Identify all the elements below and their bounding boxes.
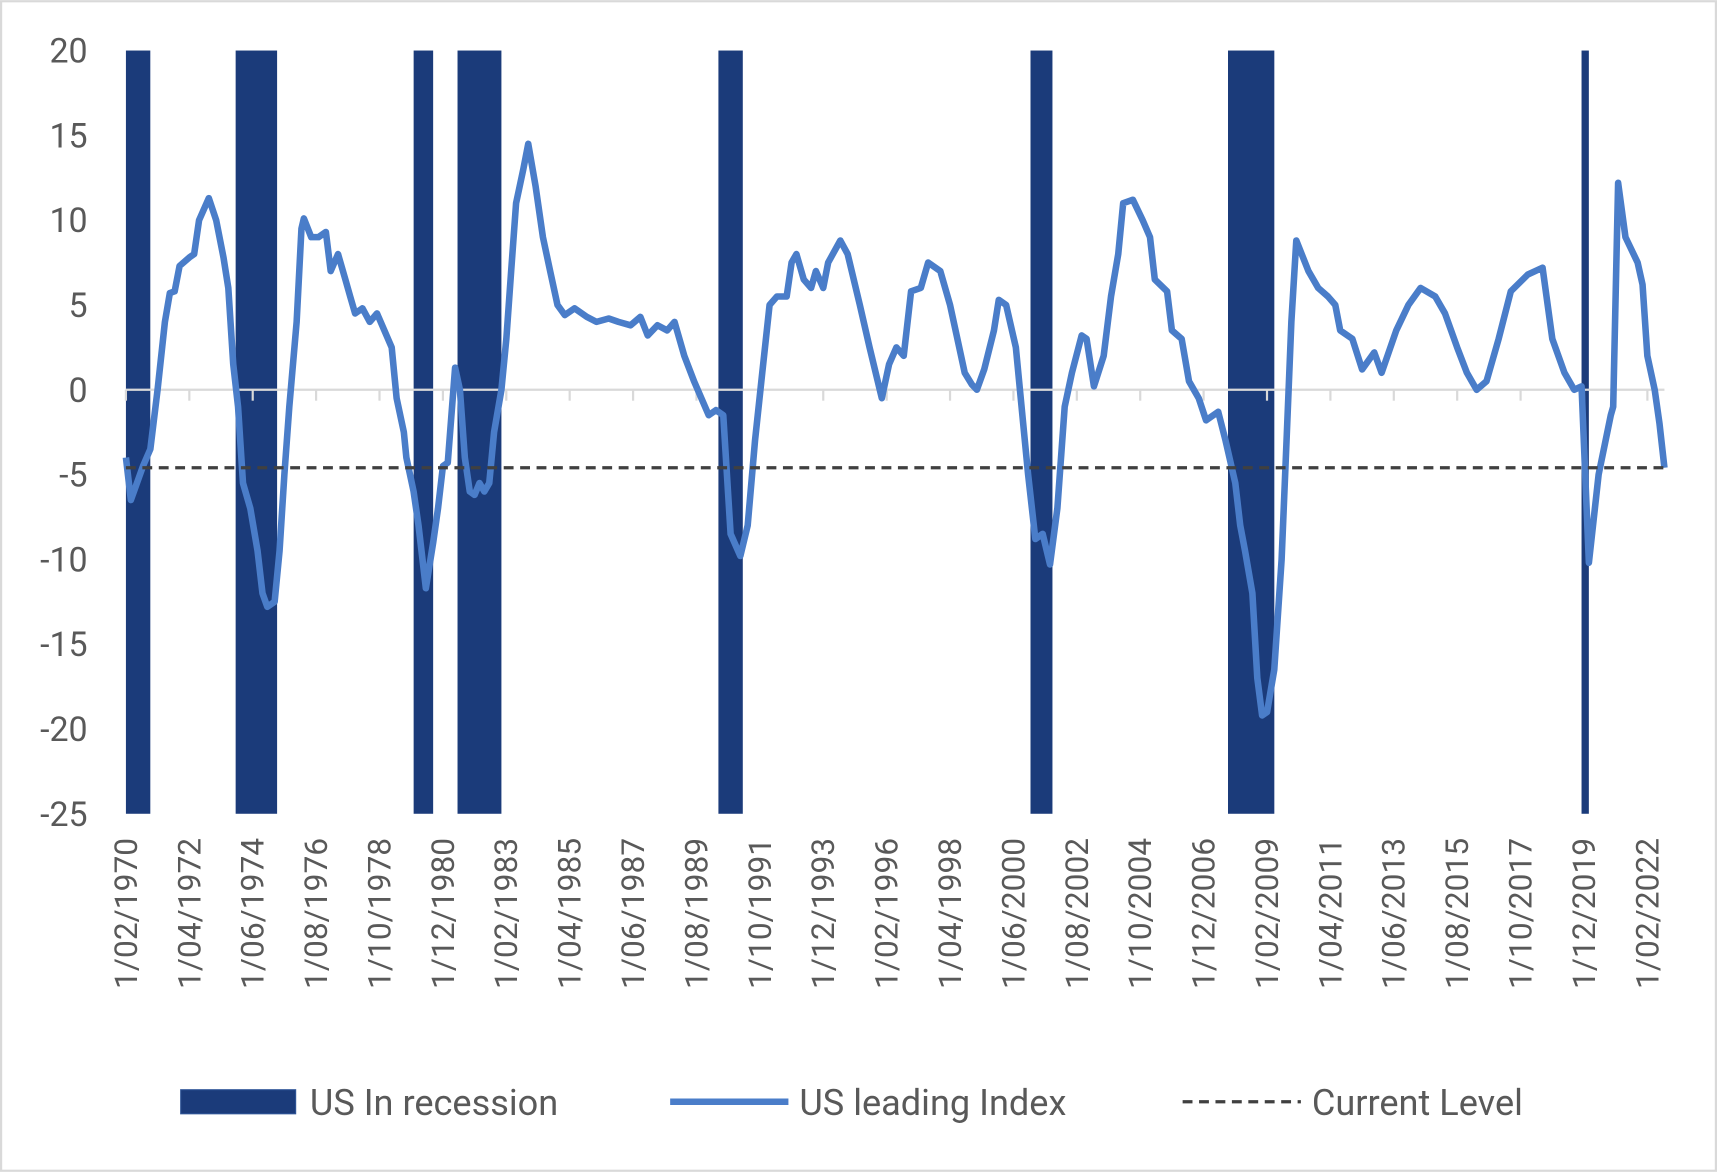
x-tick-label: 1/08/2002 (1059, 838, 1096, 989)
x-tick-label: 1/02/2022 (1629, 838, 1666, 989)
y-tick-label: 20 (49, 33, 87, 72)
legend-swatch (180, 1089, 297, 1115)
y-tick-label: 15 (49, 117, 87, 156)
legend-label: Current Level (1312, 1081, 1523, 1124)
x-tick-label: 1/12/1993 (805, 838, 842, 989)
x-tick-label: 1/02/1970 (108, 838, 145, 989)
y-tick-label: -5 (59, 457, 87, 496)
x-tick-label: 1/06/1974 (235, 838, 272, 989)
x-tick-label: 1/08/1976 (298, 838, 335, 989)
legend-label: US leading Index (799, 1081, 1066, 1124)
x-tick-label: 1/04/1985 (552, 838, 589, 989)
tick-labels: -25 -20 -15 -10 -5 0 5 10 15 20 1/02/1970 1/04/1972… (40, 33, 1666, 989)
y-tick-label: -15 (40, 626, 88, 665)
recession-bar (125, 50, 151, 814)
x-tick-label: 1/12/1980 (425, 838, 462, 989)
x-tick-label: 1/06/2013 (1376, 838, 1413, 989)
x-tick-label: 1/12/2006 (1186, 838, 1223, 989)
x-tick-label: 1/04/1998 (932, 838, 969, 989)
y-tick-label: 0 (69, 372, 88, 411)
x-tick-label: 1/12/2019 (1566, 838, 1603, 989)
index-line (122, 140, 1668, 719)
x-tick-label: 1/02/1996 (869, 838, 906, 989)
x-tick-label: 1/02/2009 (1249, 838, 1286, 989)
x-axis (124, 388, 1665, 401)
y-tick-label: -25 (40, 796, 88, 835)
recession-bar (1227, 50, 1275, 814)
lines (122, 140, 1668, 719)
x-tick-label: 1/02/1983 (488, 838, 525, 989)
x-tick-label: 1/08/2015 (1439, 838, 1476, 989)
x-tick-label: 1/06/2000 (995, 838, 1032, 989)
y-tick-label: 10 (49, 202, 87, 241)
x-tick-label: 1/10/2017 (1503, 838, 1540, 989)
recession-bar (413, 50, 434, 814)
legend: US In recession US leading Index Current L… (180, 1081, 1523, 1124)
x-tick-label: 1/04/1972 (171, 838, 208, 989)
x-tick-label: 1/08/1989 (678, 838, 715, 989)
legend-label: US In recession (310, 1081, 558, 1124)
x-tick-label: 1/04/2011 (1312, 838, 1349, 989)
y-tick-label: 5 (69, 287, 88, 326)
x-tick-label: 1/10/1978 (361, 838, 398, 989)
x-tick-label: 1/10/1991 (742, 838, 779, 989)
x-tick-label: 1/06/1987 (615, 838, 652, 989)
recession-bar (1030, 50, 1053, 814)
y-tick-label: -20 (40, 711, 88, 750)
y-tick-label: -10 (40, 541, 88, 580)
x-tick-label: 1/10/2004 (1122, 838, 1159, 989)
